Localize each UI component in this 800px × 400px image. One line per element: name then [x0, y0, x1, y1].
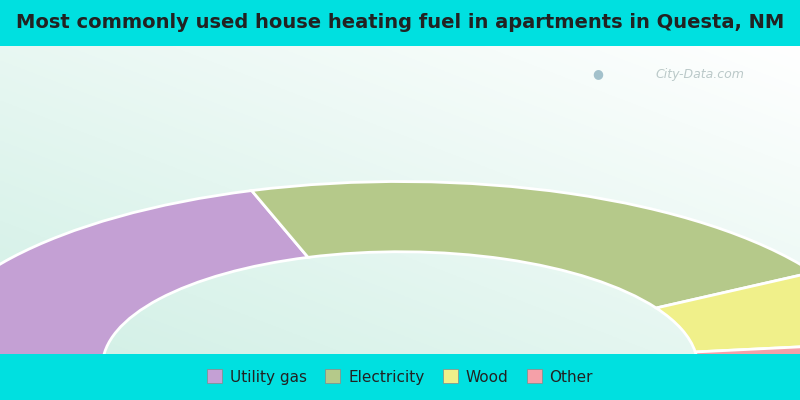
Wedge shape	[695, 343, 800, 366]
Wedge shape	[0, 190, 308, 366]
Wedge shape	[656, 272, 800, 352]
Text: ●: ●	[592, 68, 603, 80]
Legend: Utility gas, Electricity, Wood, Other: Utility gas, Electricity, Wood, Other	[201, 363, 599, 391]
Text: City-Data.com: City-Data.com	[655, 68, 744, 80]
Wedge shape	[252, 182, 800, 308]
Text: Most commonly used house heating fuel in apartments in Questa, NM: Most commonly used house heating fuel in…	[16, 14, 784, 32]
